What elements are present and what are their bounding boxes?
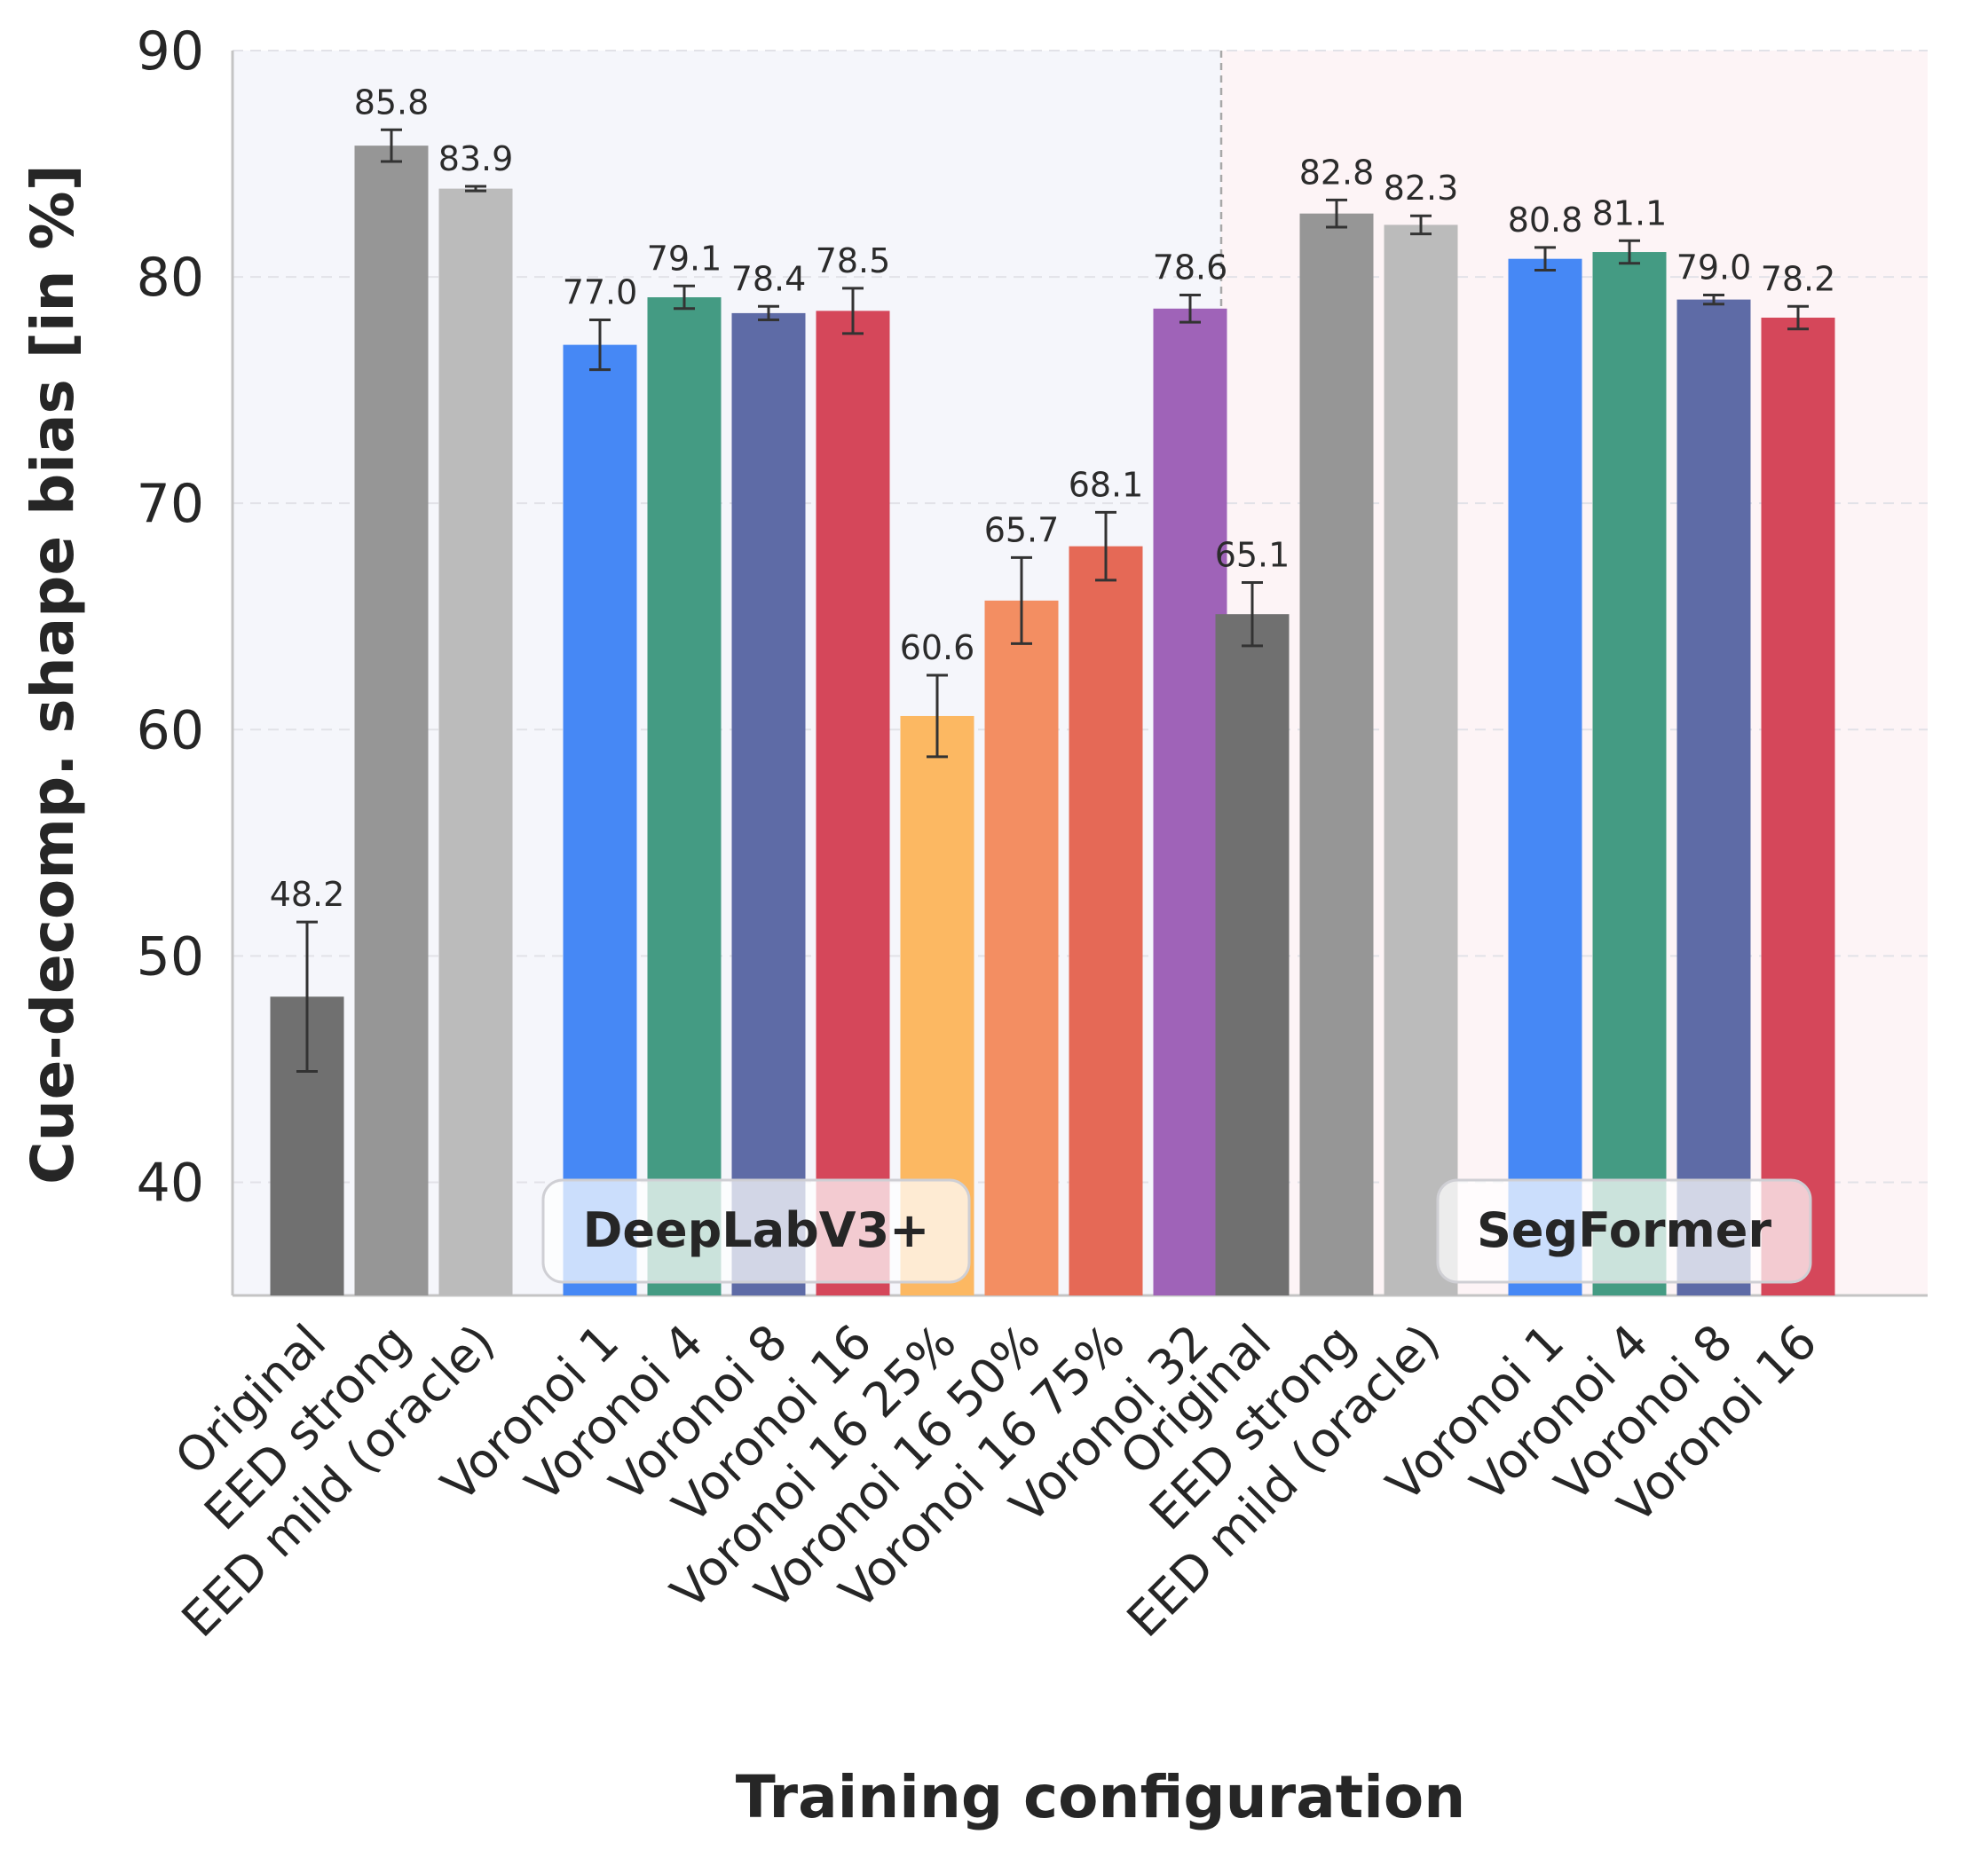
y-tick-label: 60 — [137, 699, 204, 761]
data-label: 81.1 — [1592, 193, 1668, 232]
data-label: 60.6 — [900, 628, 975, 667]
data-label: 68.1 — [1069, 465, 1144, 504]
group-label-box — [541, 1178, 971, 1284]
data-label: 78.2 — [1761, 259, 1836, 298]
data-label: 82.3 — [1384, 169, 1459, 208]
group-label-box — [1436, 1178, 1812, 1284]
data-label: 79.0 — [1676, 248, 1752, 287]
bar — [1508, 258, 1582, 1296]
data-label: 65.1 — [1215, 535, 1290, 574]
bar — [1676, 299, 1751, 1296]
data-label: 79.1 — [647, 239, 722, 278]
group-label: DeepLabV3+ — [583, 1202, 930, 1258]
data-label: 78.4 — [731, 259, 807, 298]
data-label: 77.0 — [563, 273, 638, 312]
data-label: 48.2 — [270, 875, 345, 914]
bar — [1153, 308, 1227, 1295]
y-tick-label: 50 — [137, 925, 204, 988]
bar — [1215, 614, 1290, 1295]
y-tick-label: 40 — [137, 1152, 204, 1214]
bar — [354, 146, 429, 1295]
data-label: 80.8 — [1508, 201, 1583, 240]
bar — [731, 312, 806, 1295]
data-label: 78.5 — [816, 241, 891, 280]
bar — [816, 311, 890, 1296]
bar — [438, 188, 513, 1295]
bar — [647, 297, 722, 1296]
data-label: 78.6 — [1153, 248, 1228, 287]
bar — [1069, 546, 1143, 1295]
y-tick-label: 80 — [137, 247, 204, 309]
data-label: 83.9 — [438, 139, 514, 178]
bar — [984, 600, 1059, 1295]
bar — [563, 344, 637, 1296]
y-tick-label: 90 — [137, 20, 204, 83]
data-label: 85.8 — [354, 83, 430, 122]
group-label: SegFormer — [1477, 1202, 1771, 1258]
data-label: 82.8 — [1299, 153, 1375, 192]
bar — [1592, 252, 1667, 1296]
bar — [1299, 213, 1374, 1296]
x-axis-title: Training configuration — [736, 1763, 1466, 1831]
data-label: 65.7 — [984, 510, 1060, 549]
y-tick-label: 70 — [137, 473, 204, 535]
y-axis-title: Cue-decomp. shape bias [in %] — [19, 164, 87, 1185]
bar — [1384, 224, 1458, 1295]
bar — [1761, 318, 1835, 1295]
